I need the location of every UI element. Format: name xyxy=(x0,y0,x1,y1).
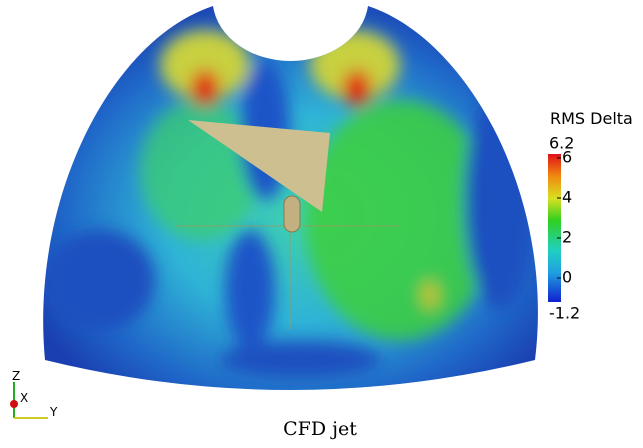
colorbar-gradient xyxy=(548,154,561,302)
colorbar-tick-label: 0 xyxy=(562,268,572,287)
axis-z: Z xyxy=(12,369,20,383)
colorbar-tick-label: 6 xyxy=(562,148,572,167)
caption: CFD jet xyxy=(283,418,357,440)
colorbar: RMS Delta xyxy=(548,109,633,302)
dome xyxy=(43,6,538,390)
colorbar-title: RMS Delta xyxy=(550,109,633,128)
colorbar-tick-label: 4 xyxy=(562,188,572,207)
colorbar-min: -1.2 xyxy=(549,304,580,323)
axis-y: Y xyxy=(49,405,58,419)
colorbar-max: 6.2 xyxy=(549,134,574,153)
colorbar-tick-label: 2 xyxy=(562,228,572,247)
axes-triad: Z X Y xyxy=(10,369,58,419)
axis-x: X xyxy=(20,391,28,405)
